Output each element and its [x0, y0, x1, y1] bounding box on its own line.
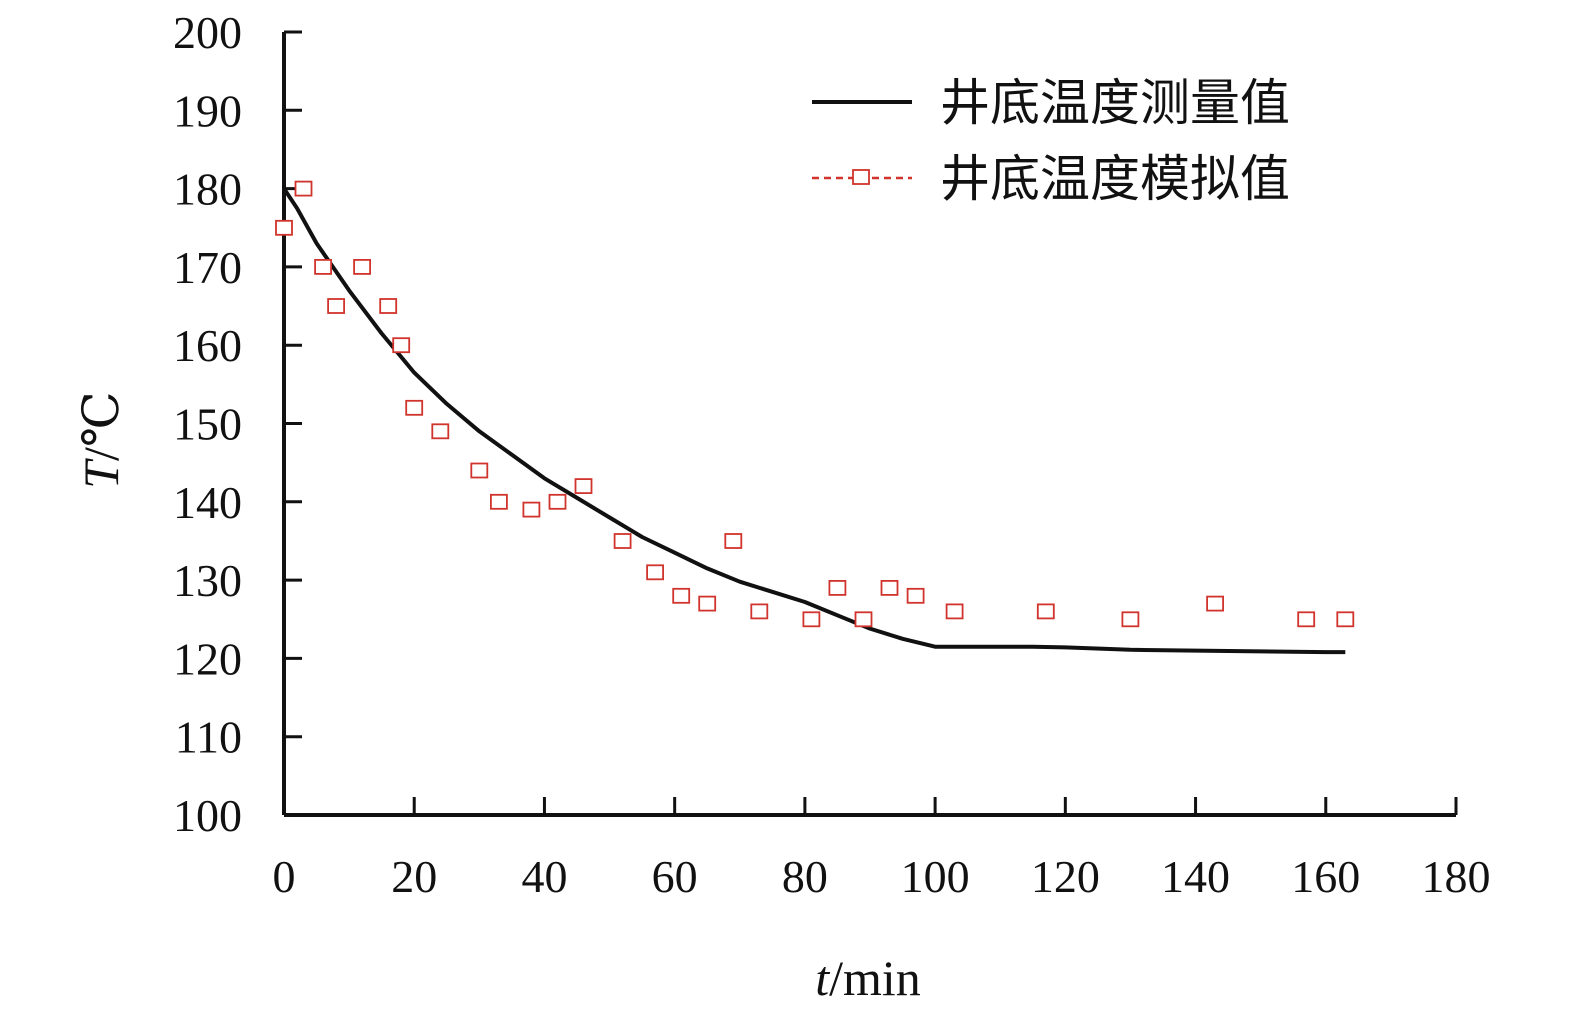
series-simulated-point — [854, 611, 873, 628]
x-tick-label: 120 — [1031, 851, 1100, 902]
series-simulated-point — [470, 462, 489, 479]
x-tick-label: 40 — [521, 851, 567, 902]
legend-marker-simulated — [852, 169, 870, 185]
series-simulated-point — [574, 478, 593, 495]
series-simulated-point — [353, 258, 372, 275]
x-tick-label: 140 — [1161, 851, 1230, 902]
series-measured-line — [282, 187, 1346, 655]
series-simulated-point — [548, 493, 567, 510]
series-simulated-point — [392, 337, 411, 354]
series-simulated-point — [431, 423, 450, 440]
series-simulated-point — [294, 180, 313, 197]
x-axis-title-unit: /min — [829, 950, 921, 1006]
y-tick-label: 110 — [175, 712, 242, 763]
y-tick-label: 140 — [173, 477, 242, 528]
series-simulated-point — [1121, 611, 1140, 628]
x-tick-label: 0 — [273, 851, 296, 902]
x-axis-title: t/min — [815, 950, 921, 1006]
x-tick-label: 160 — [1291, 851, 1360, 902]
series-simulated-point — [698, 595, 717, 612]
series-simulated-point — [1206, 595, 1224, 612]
y-tick-label: 200 — [173, 7, 242, 58]
y-tick-label: 130 — [173, 555, 242, 606]
series-simulated-point — [613, 533, 632, 549]
legend-label-measured: 井底温度测量值 — [940, 74, 1290, 132]
x-tick-label: 80 — [782, 851, 828, 902]
y-tick-label: 120 — [173, 633, 242, 684]
series-simulated-point — [672, 587, 691, 604]
series-simulated-point — [646, 564, 664, 581]
legend: 井底温度测量值 井底温度模拟值 — [812, 74, 1290, 208]
series-simulated-point — [802, 611, 821, 628]
series-simulated-point — [880, 580, 899, 596]
series-simulated-point — [522, 501, 541, 518]
x-axis-title-symbol: t — [815, 950, 830, 1006]
series-simulated-point — [1336, 611, 1355, 628]
series-simulated-point — [828, 580, 847, 596]
series-simulated-point — [945, 603, 964, 620]
axes: 100 110 120 130 140 150 160 170 180 190 200 0 20 40 60… — [173, 7, 1491, 902]
series-simulated-point — [327, 298, 346, 314]
series-simulated-point — [750, 603, 769, 620]
series-simulated-point — [405, 399, 424, 416]
series-layer — [275, 180, 1355, 655]
y-axis-title-symbol: T — [73, 458, 129, 489]
y-tick-label: 190 — [173, 85, 242, 136]
series-simulated-point — [314, 258, 333, 275]
series-simulated-point — [724, 533, 743, 549]
legend-label-simulated: 井底温度模拟值 — [940, 150, 1290, 208]
y-axis-title: T/℃ — [73, 391, 129, 489]
x-tick-label: 60 — [652, 851, 698, 902]
y-tick-label: 180 — [173, 164, 242, 215]
y-tick-label: 160 — [173, 320, 242, 371]
series-simulated-point — [906, 587, 925, 604]
series-simulated-point — [1297, 611, 1316, 628]
y-axis-title-unit: /℃ — [73, 391, 129, 461]
x-tick-label: 180 — [1422, 851, 1491, 902]
series-simulated-point — [275, 219, 293, 236]
y-tick-label: 170 — [173, 242, 242, 293]
series-simulated-point — [1036, 603, 1055, 620]
y-tick-label: 100 — [173, 790, 242, 841]
series-simulated-point — [489, 493, 508, 510]
x-tick-label: 20 — [391, 851, 437, 902]
series-simulated-point — [379, 298, 398, 314]
y-tick-label: 150 — [173, 399, 242, 450]
x-tick-label: 100 — [901, 851, 970, 902]
